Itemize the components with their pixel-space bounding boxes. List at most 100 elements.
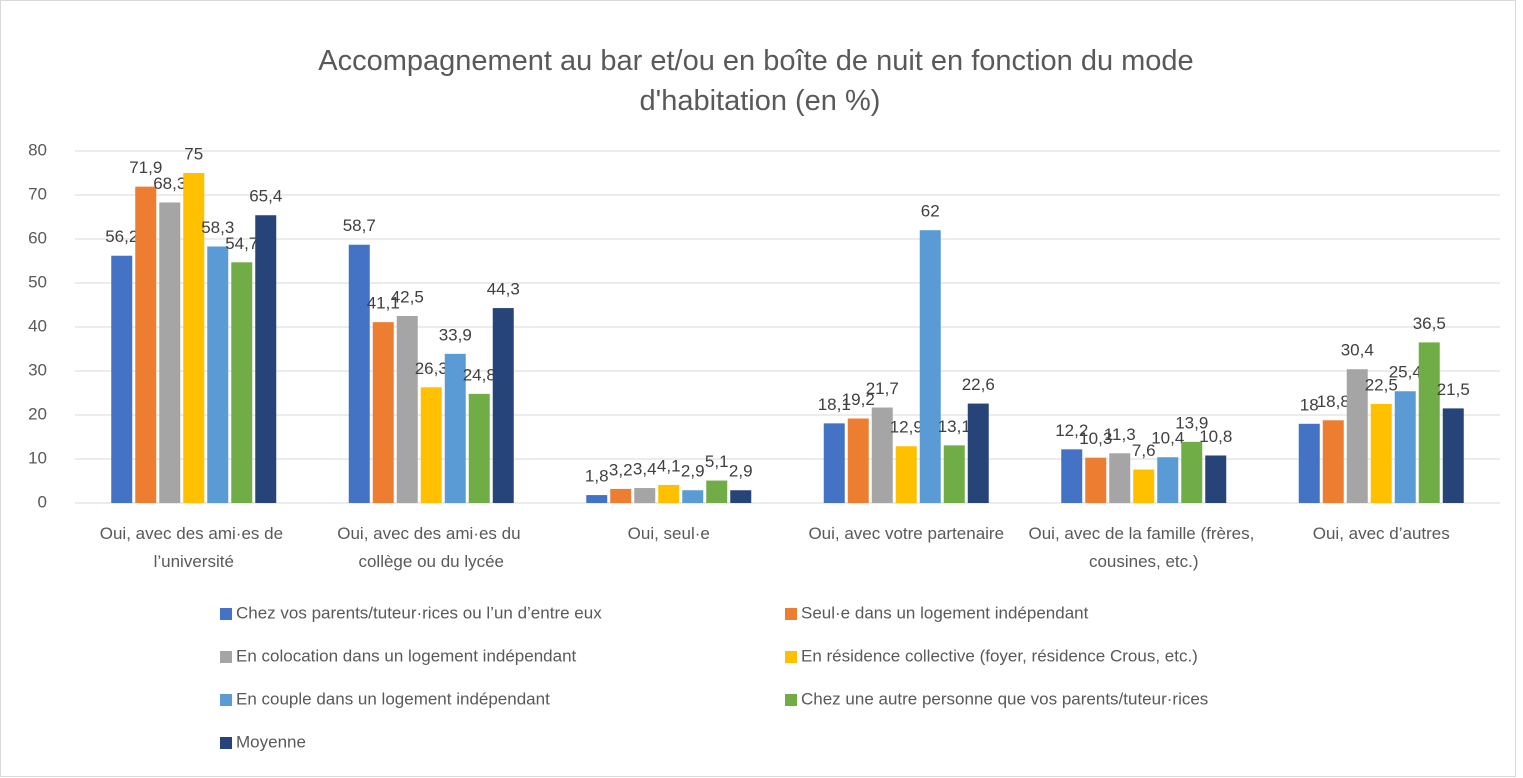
value-label: 7,6 <box>1132 441 1156 460</box>
legend-swatch <box>785 608 797 620</box>
bar <box>1109 453 1131 503</box>
bar <box>1205 455 1227 503</box>
value-label: 25,4 <box>1389 363 1422 382</box>
y-tick-label: 30 <box>28 360 47 379</box>
value-label: 56,2 <box>105 227 138 246</box>
value-label: 10,3 <box>1079 429 1112 448</box>
bar <box>943 445 965 503</box>
value-label: 58,3 <box>201 218 234 237</box>
legend-label: Moyenne <box>236 732 306 751</box>
value-label: 42,5 <box>391 287 424 306</box>
bar <box>1346 369 1368 503</box>
bar <box>610 488 632 503</box>
bar <box>658 484 680 503</box>
bar <box>1061 449 1083 503</box>
y-tick-label: 0 <box>38 492 47 511</box>
bar <box>255 215 277 504</box>
y-tick-label: 20 <box>28 404 47 423</box>
bar <box>1181 441 1203 503</box>
value-label: 5,1 <box>705 452 729 471</box>
value-label: 68,3 <box>153 174 186 193</box>
value-label: 3,4 <box>633 460 657 479</box>
legend-swatch <box>785 651 797 663</box>
value-label: 4,1 <box>657 456 681 475</box>
bar <box>1157 457 1179 503</box>
bar <box>207 246 229 504</box>
legend-label: En couple dans un logement indépendant <box>236 689 550 708</box>
legend-swatch <box>220 694 232 706</box>
x-tick-label: Oui, seul·e <box>628 524 710 543</box>
bar <box>847 418 869 503</box>
value-label: 24,8 <box>463 365 496 384</box>
value-label: 2,9 <box>681 462 705 481</box>
value-label: 30,4 <box>1341 341 1374 360</box>
value-label: 3,2 <box>609 460 633 479</box>
value-label: 1,8 <box>585 467 609 486</box>
bar <box>586 495 608 503</box>
bar <box>1322 420 1344 503</box>
x-tick-label: Oui, avec des ami·es du collège ou du ly… <box>337 524 525 571</box>
bar <box>444 353 466 503</box>
x-tick-label: Oui, avec votre partenaire <box>808 524 1004 543</box>
x-tick-label: Oui, avec de la famille (frères, cousine… <box>1028 524 1259 571</box>
legend-label: En colocation dans un logement indépenda… <box>236 646 577 665</box>
bar <box>159 202 181 504</box>
value-label: 71,9 <box>129 158 162 177</box>
bar <box>919 230 941 503</box>
bar <box>682 490 704 503</box>
value-label: 65,4 <box>249 187 282 206</box>
value-label: 18,8 <box>1317 392 1350 411</box>
value-label: 22,6 <box>962 375 995 394</box>
value-label: 13,1 <box>938 417 971 436</box>
value-label: 62 <box>921 202 940 221</box>
bar <box>420 387 442 503</box>
y-tick-label: 10 <box>28 448 47 467</box>
bar <box>634 488 656 503</box>
legend-swatch <box>785 694 797 706</box>
x-tick-label: Oui, avec des ami·es de l’université <box>100 524 288 571</box>
value-label: 33,9 <box>439 325 472 344</box>
value-label: 19,2 <box>842 390 875 409</box>
value-label: 2,9 <box>729 462 753 481</box>
value-label: 12,9 <box>890 418 923 437</box>
bar <box>372 322 394 503</box>
value-label: 44,3 <box>487 280 520 299</box>
value-label: 21,7 <box>866 379 899 398</box>
y-tick-label: 80 <box>28 140 47 159</box>
value-label: 13,9 <box>1175 413 1208 432</box>
x-tick-label: Oui, avec d’autres <box>1313 524 1450 543</box>
bar <box>135 186 157 503</box>
legend-label: Seul·e dans un logement indépendant <box>801 603 1089 622</box>
bar <box>1085 457 1107 503</box>
y-tick-label: 60 <box>28 228 47 247</box>
value-label: 58,7 <box>343 216 376 235</box>
legend-swatch <box>220 608 232 620</box>
value-label: 41,1 <box>367 294 400 313</box>
legend-label: Chez vos parents/tuteur·rices ou l’un d’… <box>236 603 602 622</box>
bar <box>183 173 205 503</box>
bar <box>823 423 845 503</box>
value-label: 10,8 <box>1199 427 1232 446</box>
value-label: 11,3 <box>1104 425 1136 444</box>
bar <box>348 244 370 503</box>
bar <box>111 255 133 503</box>
value-label: 18,1 <box>818 395 851 414</box>
value-label: 18 <box>1300 395 1319 414</box>
value-label: 54,7 <box>225 234 258 253</box>
bar <box>231 262 253 503</box>
value-label: 75 <box>184 144 203 163</box>
y-tick-label: 40 <box>28 316 47 335</box>
bar <box>396 316 418 503</box>
bar <box>492 308 514 503</box>
bar <box>706 480 728 503</box>
bar <box>1442 408 1464 503</box>
y-tick-label: 70 <box>28 184 47 203</box>
bar <box>967 403 989 503</box>
bar <box>1418 342 1440 503</box>
value-label: 10,4 <box>1151 429 1184 448</box>
value-label: 21,5 <box>1437 380 1470 399</box>
bar <box>895 446 917 503</box>
bar <box>468 393 490 503</box>
